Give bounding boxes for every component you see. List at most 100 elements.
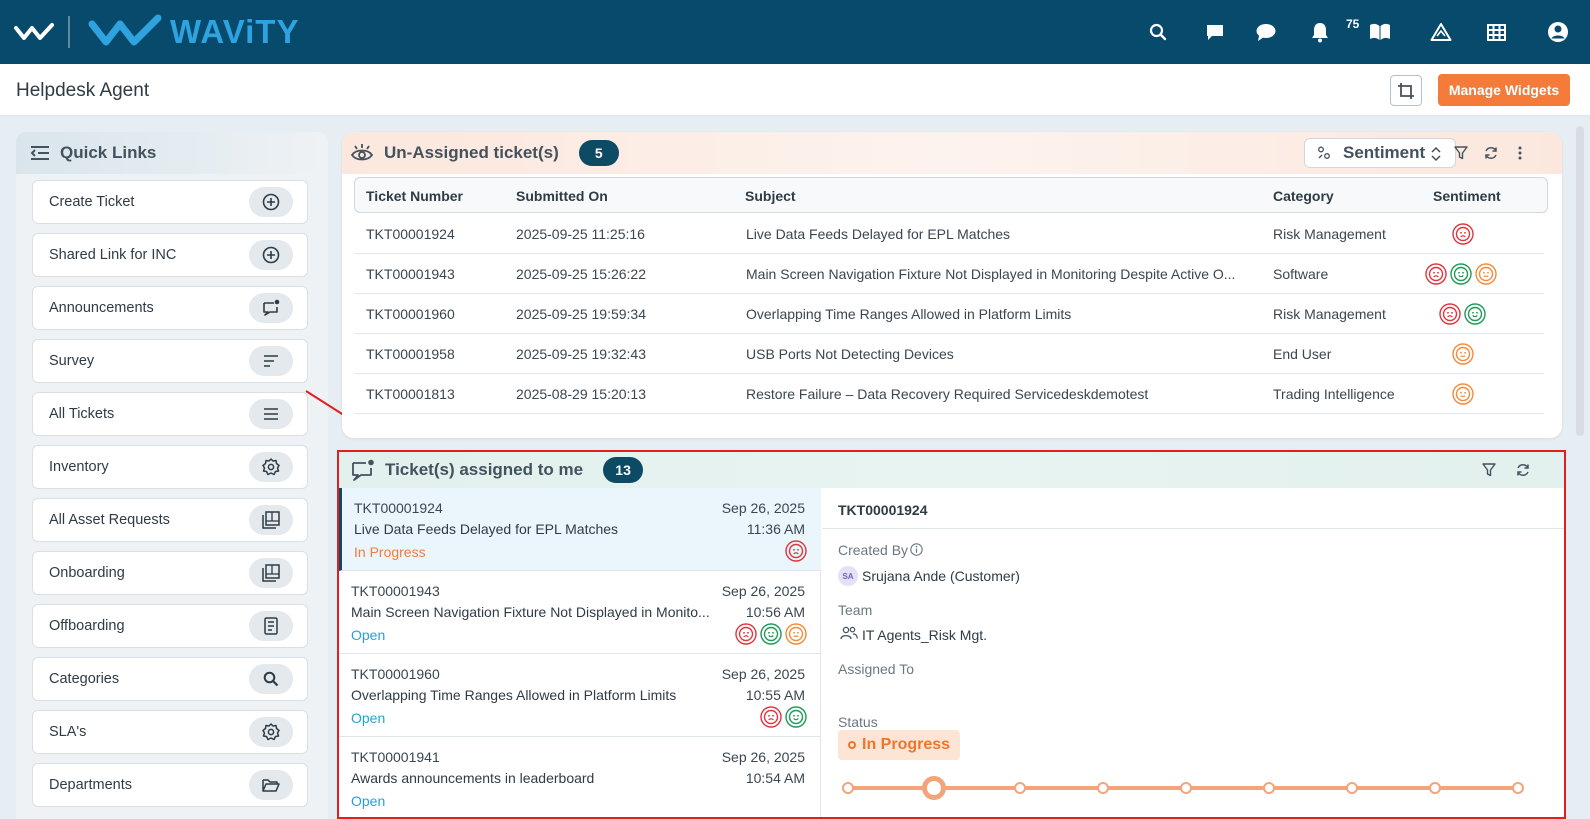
ticket-status: Open [351,710,386,726]
book-icon[interactable] [1368,20,1392,44]
list-item[interactable]: TKT00001960 Overlapping Time Ranges Allo… [339,654,821,737]
sentiment-faces [760,706,807,728]
quick-link-create-ticket[interactable]: Create Ticket [32,180,308,224]
sentiment-faces [1452,223,1474,245]
quick-link-survey[interactable]: Survey [32,339,308,383]
category: Software [1273,266,1329,282]
ticket-date: Sep 26, 2025 [721,749,805,765]
ticket-number[interactable]: TKT00001943 [366,266,455,282]
plus-circle-icon [249,187,293,217]
ticket-number[interactable]: TKT00001958 [366,346,455,362]
table-row[interactable]: TKT00001813 2025-08-29 15:20:13 Restore … [354,374,1544,414]
quick-link-categories[interactable]: Categories [32,657,308,701]
sentiment-select[interactable]: Sentiment [1304,138,1456,168]
gear-icon [249,452,293,482]
quick-link-announcements[interactable]: Announcements [32,286,308,330]
wavity-mark-icon[interactable] [14,22,56,42]
more-vertical-icon[interactable] [1510,143,1530,163]
filter-icon[interactable] [1479,460,1499,480]
happy-face-icon [1450,263,1472,285]
table-row[interactable]: TKT00001924 2025-09-25 11:25:16 Live Dat… [354,214,1544,254]
sentiment-select-value: Sentiment [1343,143,1426,162]
neutral-face-icon [1452,343,1474,365]
table-row[interactable]: TKT00001958 2025-09-25 19:32:43 USB Port… [354,334,1544,374]
quick-link-slas[interactable]: SLA's [32,710,308,754]
status-step-node[interactable] [1014,782,1026,794]
status-step-node[interactable] [1429,782,1441,794]
refresh-icon[interactable] [1513,460,1533,480]
message-square-icon[interactable] [1203,20,1227,44]
sentiment-faces [1439,303,1486,325]
ticket-number[interactable]: TKT00001924 [366,226,455,242]
ticket-number: TKT00001924 [354,500,443,516]
ticket-date: Sep 26, 2025 [721,666,805,682]
happy-face-icon [785,706,807,728]
quick-link-label: SLA's [49,724,87,740]
filter-icon[interactable] [1451,143,1471,163]
page-title: Helpdesk Agent [16,80,150,101]
column-header[interactable]: Subject [745,188,796,204]
grid-icon[interactable] [1484,20,1508,44]
table-row[interactable]: TKT00001943 2025-09-25 15:26:22 Main Scr… [354,254,1544,294]
list-item[interactable]: TKT00001941 Awards announcements in lead… [339,737,821,817]
ticket-detail-panel: TKT00001924 Created By SA Srujana Ande (… [822,488,1564,817]
column-header[interactable]: Category [1273,188,1334,204]
alert-triangle-icon[interactable] [1429,20,1453,44]
eye-watch-icon [350,144,374,161]
sentiment-faces [1452,383,1474,405]
assigned-tickets-widget: Ticket(s) assigned to me 13 TKT00001924 … [337,450,1566,819]
quick-link-label: Onboarding [49,565,125,581]
team-users-icon [840,626,858,640]
list-item[interactable]: TKT00001924 Live Data Feeds Delayed for … [339,488,821,571]
user-account-icon[interactable] [1546,20,1570,44]
unassigned-tickets-widget: Un-Assigned ticket(s) 5 Sentiment Ticket… [342,132,1562,438]
quick-link-label: All Tickets [49,406,115,422]
happy-face-icon [760,623,782,645]
detail-ticket-number: TKT00001924 [838,502,928,518]
quick-link-all-asset-requests[interactable]: All Asset Requests [32,498,308,542]
ticket-time: 10:54 AM [745,770,805,786]
gear-icon [249,717,293,747]
sad-face-icon [1425,263,1447,285]
refresh-icon[interactable] [1481,143,1501,163]
collapse-menu-icon[interactable] [30,145,50,161]
status-step-node[interactable] [1346,782,1358,794]
ticket-number[interactable]: TKT00001960 [366,306,455,322]
table-row[interactable]: TKT00001960 2025-09-25 19:59:34 Overlapp… [354,294,1544,334]
quick-link-offboarding[interactable]: Offboarding [32,604,308,648]
subject: USB Ports Not Detecting Devices [746,346,954,362]
chat-bubble-icon[interactable] [1254,20,1278,44]
ticket-subject: Main Screen Navigation Fixture Not Displ… [351,604,710,620]
status-step-node[interactable] [842,782,854,794]
status-step-node[interactable] [1512,782,1524,794]
quick-link-departments[interactable]: Departments [32,763,308,807]
status-step-node[interactable] [1097,782,1109,794]
status-step-current[interactable] [922,776,946,800]
quick-link-shared-link-inc[interactable]: Shared Link for INC [32,233,308,277]
column-header[interactable]: Sentiment [1433,188,1501,204]
ticket-time: 11:36 AM [746,521,805,537]
crop-icon[interactable] [1390,75,1422,106]
quick-link-inventory[interactable]: Inventory [32,445,308,489]
list-item[interactable]: TKT00001943 Main Screen Navigation Fixtu… [339,571,821,654]
status-step-node[interactable] [1263,782,1275,794]
quick-link-onboarding[interactable]: Onboarding [32,551,308,595]
quick-link-all-tickets[interactable]: All Tickets [32,392,308,436]
column-header[interactable]: Submitted On [516,188,608,204]
chevron-updown-icon [1431,146,1441,162]
message-dot-icon [352,459,374,481]
page-scrollbar[interactable] [1576,126,1584,436]
manage-widgets-button[interactable]: Manage Widgets [1438,74,1570,106]
ticket-status: In Progress [354,544,426,560]
status-value: In Progress [862,736,951,753]
ticket-number[interactable]: TKT00001813 [366,386,455,402]
bell-icon[interactable] [1308,20,1332,44]
top-navigation-bar: WAViTY 75 [0,0,1590,64]
search-icon[interactable] [1146,20,1170,44]
column-header[interactable]: Ticket Number [366,188,463,204]
status-step-node[interactable] [1180,782,1192,794]
sad-face-icon [760,706,782,728]
info-icon[interactable] [910,543,923,556]
neutral-face-icon [1452,383,1474,405]
menu-lines-icon [249,399,293,429]
